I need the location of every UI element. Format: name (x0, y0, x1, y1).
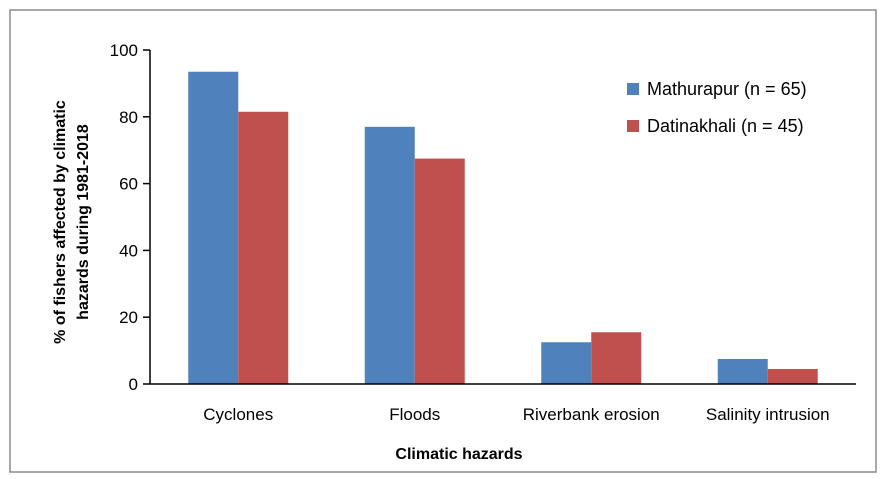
y-tick-label: 0 (129, 375, 138, 394)
x-category-label: Cyclones (203, 405, 273, 424)
y-axis: 0 20 40 60 80 100 (110, 41, 150, 394)
bar-mathurapur-2 (541, 342, 592, 384)
bar-mathurapur-1 (364, 126, 415, 384)
bar-datinakhali-2 (591, 332, 642, 384)
bar-datinakhali-3 (767, 368, 818, 384)
y-axis-title-line-2: hazards during 1981-2018 (75, 124, 92, 320)
y-tick-label: 40 (119, 241, 138, 260)
bar-datinakhali-0 (238, 111, 289, 384)
x-category-label: Floods (389, 405, 440, 424)
y-tick-label: 100 (110, 41, 138, 60)
legend-swatch (627, 83, 639, 95)
x-category-label: Riverbank erosion (523, 405, 660, 424)
x-category-label: Salinity intrusion (706, 405, 830, 424)
y-tick-label: 20 (119, 308, 138, 327)
bars-group (188, 71, 818, 385)
legend-label: Mathurapur (n = 65) (647, 79, 807, 99)
bar-mathurapur-3 (717, 358, 768, 384)
x-axis-labels: Cyclones Floods Riverbank erosion Salinity … (203, 405, 829, 424)
y-axis-title-line-1: % of fishers affected by climatic (52, 100, 69, 344)
x-axis-title: Climatic hazards (395, 446, 522, 463)
y-tick-label: 60 (119, 175, 138, 194)
legend: Mathurapur (n = 65) Datinakhali (n = 45) (627, 79, 807, 136)
bar-mathurapur-0 (188, 71, 239, 385)
legend-label: Datinakhali (n = 45) (647, 116, 804, 136)
bar-datinakhali-1 (414, 158, 465, 384)
y-tick-label: 80 (119, 108, 138, 127)
y-axis-title: % of fishers affected by climatic hazard… (52, 100, 92, 344)
legend-swatch (627, 120, 639, 132)
